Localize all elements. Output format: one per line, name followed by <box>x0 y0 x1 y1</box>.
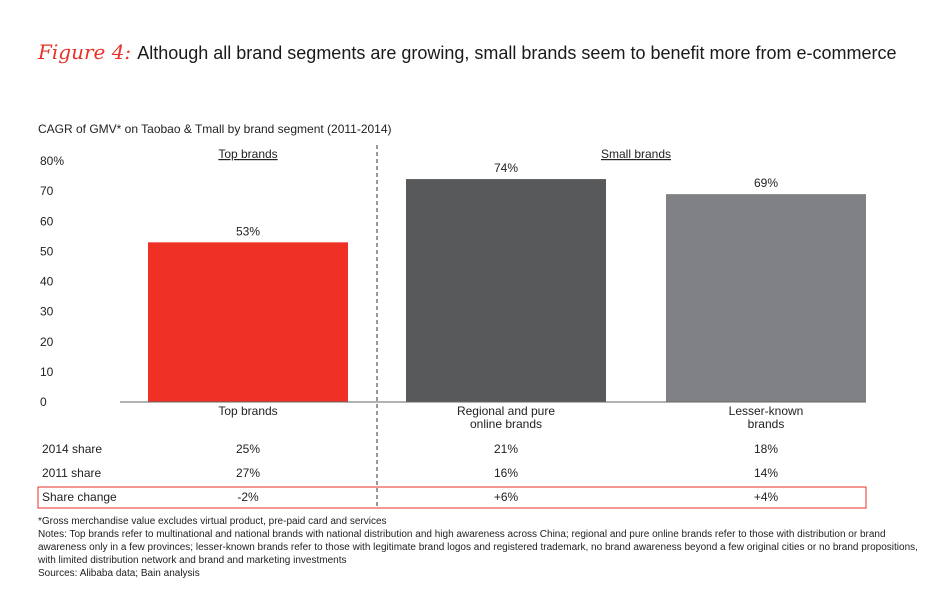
x-category-label: Lesser-known <box>729 404 804 418</box>
y-axis: 0 10 20 30 40 50 60 70 80% <box>40 154 64 409</box>
bar-data-label: 53% <box>236 224 260 238</box>
table-row-label: 2014 share <box>42 442 102 456</box>
bar-data-label: 74% <box>494 161 518 175</box>
bars <box>148 179 866 402</box>
table-cell: 27% <box>236 466 260 480</box>
x-category-label-line2: brands <box>748 417 785 431</box>
footnotes: *Gross merchandise value excludes virtua… <box>38 515 918 580</box>
x-category-label: Top brands <box>218 404 277 418</box>
bar <box>148 242 348 402</box>
table-cell: +6% <box>494 490 519 504</box>
y-tick-label: 70 <box>40 184 54 198</box>
group-label-top-brands: Top brands <box>218 147 277 161</box>
table-cell: 16% <box>494 466 518 480</box>
figure-title-text: Although all brand segments are growing,… <box>137 43 897 63</box>
table-cell: 21% <box>494 442 518 456</box>
table-row-label: Share change <box>42 490 117 504</box>
bar-data-label: 69% <box>754 176 778 190</box>
table-cell: -2% <box>237 490 259 504</box>
gmv-footnote: *Gross merchandise value excludes virtua… <box>38 516 387 527</box>
share-table: 2014 share 25% 21% 18% 2011 share 27% 16% 14% Sh… <box>42 442 779 504</box>
share-change-highlight <box>37 486 867 509</box>
y-tick-label: 10 <box>40 365 54 379</box>
bar-data-labels: 53% 74% 69% <box>236 161 778 238</box>
sources-footnote: Sources: Alibaba data; Bain analysis <box>38 568 200 579</box>
y-tick-label: 30 <box>40 305 54 319</box>
y-tick-label: 20 <box>40 335 54 349</box>
table-cell: 18% <box>754 442 778 456</box>
figure-title: Figure 4: Although all brand segments are… <box>38 40 897 64</box>
figure-label: Figure 4: <box>38 40 132 64</box>
bar <box>666 194 866 402</box>
y-tick-label: 40 <box>40 275 54 289</box>
table-cell: 25% <box>236 442 260 456</box>
table-cell: 14% <box>754 466 778 480</box>
y-tick-label: 60 <box>40 214 54 228</box>
y-tick-label: 50 <box>40 244 54 258</box>
bar <box>406 179 606 402</box>
chart-subtitle: CAGR of GMV* on Taobao & Tmall by brand … <box>38 122 392 136</box>
x-category-label-line2: online brands <box>470 417 542 431</box>
table-row-label: 2011 share <box>42 466 101 480</box>
y-tick-label: 80% <box>40 154 64 168</box>
x-category-label: Regional and pure <box>457 404 555 418</box>
notes-footnote: Notes: Top brands refer to multinational… <box>38 529 918 566</box>
group-label-small-brands: Small brands <box>601 147 671 161</box>
y-tick-label: 0 <box>40 395 47 409</box>
table-cell: +4% <box>754 490 779 504</box>
